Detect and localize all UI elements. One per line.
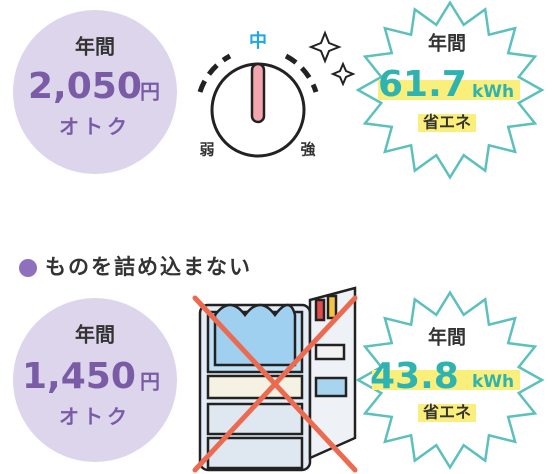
saving-note: オトク (59, 405, 131, 429)
saving-amount: 1,450 (22, 356, 136, 397)
section-heading: ものを詰め込まない (45, 255, 252, 279)
energy-amount: 43.8 (370, 356, 459, 397)
saving-amount: 2,050 (28, 66, 142, 107)
energy-label: 年間 (428, 32, 466, 55)
dial-high: 強 (300, 141, 315, 159)
dial-low: 弱 (199, 141, 214, 159)
infographic: 年間 2,050 円 オトク 中 弱 強 年間 61.7 kWh 省エネ ものを… (0, 0, 552, 474)
energy-unit: kWh (472, 372, 514, 392)
dial (200, 33, 353, 156)
energy-unit: kWh (472, 82, 514, 102)
saving-label: 年間 (75, 35, 115, 59)
saving-label: 年間 (75, 323, 115, 347)
energy-note: 省エネ (422, 113, 471, 132)
energy-note: 省エネ (422, 403, 471, 422)
saving-note: オトク (59, 115, 131, 139)
energy-amount: 61.7 (378, 64, 467, 105)
heading-dot (19, 259, 37, 277)
dial-middle: 中 (249, 30, 267, 52)
saving-unit: 円 (140, 80, 160, 104)
energy-label: 年間 (428, 326, 466, 349)
saving-unit: 円 (140, 370, 160, 394)
